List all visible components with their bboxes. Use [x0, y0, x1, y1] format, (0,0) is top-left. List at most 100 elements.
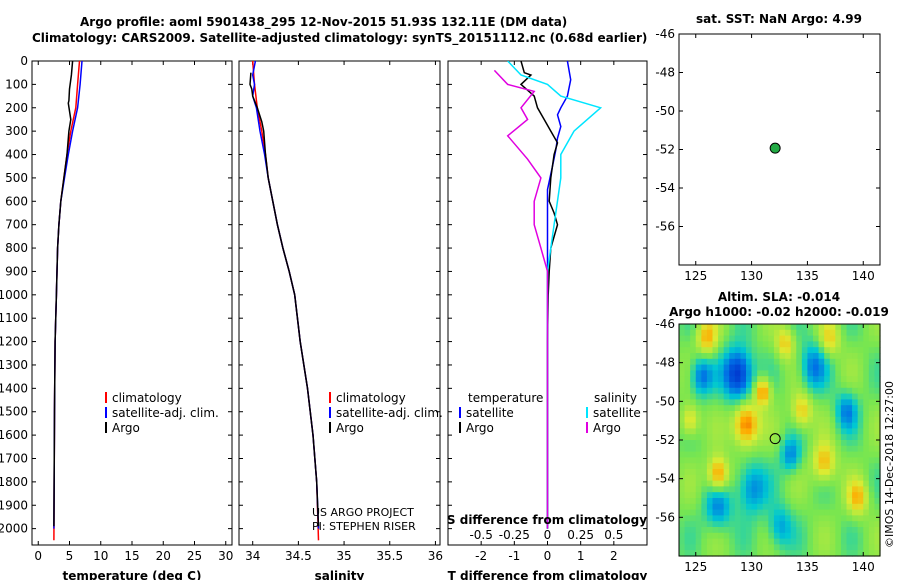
heatmap-cell	[734, 503, 742, 511]
heatmap-cell	[734, 498, 742, 505]
heatmap-cell	[751, 544, 758, 551]
y-tick-label: -48	[655, 356, 675, 370]
heatmap-cell	[852, 515, 859, 522]
heatmap-cell	[818, 382, 825, 389]
heatmap-cell	[824, 428, 831, 435]
heatmap-cell	[706, 498, 714, 505]
plot-frame	[238, 60, 441, 546]
heatmap-cell	[779, 451, 786, 458]
heatmap-cell	[684, 445, 691, 453]
heatmap-cell	[773, 498, 781, 505]
heatmap-cell	[768, 324, 775, 331]
heatmap-cell	[746, 498, 753, 505]
heatmap-cell	[718, 411, 725, 418]
heatmap-cell	[734, 416, 742, 424]
legend-header-salinity: salinity	[594, 391, 637, 405]
heatmap-cell	[818, 509, 825, 516]
heatmap-cell	[868, 416, 876, 424]
heatmap-cell	[773, 457, 781, 464]
heatmap-cell	[796, 411, 803, 418]
heatmap-cell	[773, 422, 781, 429]
heatmap-cell	[840, 422, 848, 429]
heatmap-cell	[723, 387, 730, 395]
heatmap-cell	[779, 341, 786, 348]
heatmap-cell	[718, 387, 725, 395]
heatmap-cell	[679, 469, 686, 476]
heatmap-cell	[718, 457, 725, 464]
heatmap-cell	[840, 353, 848, 360]
sla-argo-marker	[769, 433, 781, 445]
heatmap-cell	[762, 422, 769, 429]
heatmap-cell	[779, 428, 786, 435]
heatmap-cell	[701, 324, 708, 331]
heatmap-cell	[679, 376, 686, 383]
heatmap-cell	[835, 486, 842, 493]
heatmap-cell	[740, 492, 747, 499]
heatmap-cell	[807, 457, 814, 464]
heatmap-cell	[813, 324, 820, 331]
heatmap-cell	[746, 353, 753, 360]
heatmap-cell	[757, 503, 764, 511]
heatmap-cell	[712, 399, 719, 406]
y-tick-label: -56	[655, 510, 675, 524]
heatmap-cell	[874, 474, 881, 482]
heatmap-cell	[729, 405, 736, 412]
heatmap-cell	[679, 492, 686, 499]
heatmap-cell	[701, 405, 708, 412]
heatmap-cell	[768, 463, 775, 470]
heatmap-cell	[852, 469, 859, 476]
heatmap-cell	[846, 370, 853, 377]
heatmap-cell	[701, 550, 708, 557]
heatmap-cell	[818, 480, 825, 487]
heatmap-cell	[785, 434, 792, 441]
heatmap-cell	[801, 451, 809, 458]
heatmap-cell	[790, 399, 797, 406]
y-tick-label: -50	[655, 394, 675, 408]
heatmap-cell	[874, 382, 881, 389]
heatmap-cell	[734, 434, 742, 441]
heatmap-cell	[768, 329, 775, 337]
heatmap-cell	[712, 445, 719, 453]
heatmap-cell	[679, 498, 686, 505]
heatmap-cell	[840, 416, 848, 424]
heatmap-cell	[785, 416, 792, 424]
heatmap-cell	[695, 347, 702, 354]
heatmap-cell	[773, 521, 781, 528]
heatmap-cell	[801, 434, 809, 441]
heatmap-cell	[790, 492, 797, 499]
heatmap-cell	[740, 498, 747, 505]
heatmap-cell	[779, 399, 786, 406]
heatmap-cell	[768, 532, 775, 540]
heatmap-cell	[813, 445, 820, 453]
heatmap-cell	[863, 376, 870, 383]
heatmap-cell	[729, 370, 736, 377]
heatmap-cell	[840, 370, 848, 377]
heatmap-cell	[768, 498, 775, 505]
heatmap-cell	[857, 492, 864, 499]
heatmap-cell	[746, 492, 753, 499]
heatmap-cell	[779, 550, 786, 557]
heatmap-cell	[796, 393, 803, 400]
heatmap-cell	[695, 521, 702, 528]
heatmap-cell	[868, 445, 876, 453]
heatmap-cell	[785, 521, 792, 528]
heatmap-cell	[863, 358, 870, 366]
heatmap-cell	[718, 405, 725, 412]
heatmap-cell	[740, 376, 747, 383]
heatmap-cell	[701, 358, 708, 366]
heatmap-cell	[840, 376, 848, 383]
s-tick-label: 0.5	[604, 528, 623, 542]
heatmap-cell	[874, 440, 881, 447]
heatmap-cell	[751, 463, 758, 470]
heatmap-cell	[706, 451, 714, 458]
heatmap-cell	[701, 399, 708, 406]
heatmap-cell	[813, 457, 820, 464]
heatmap-cell	[857, 486, 864, 493]
heatmap-cell	[818, 399, 825, 406]
heatmap-cell	[852, 422, 859, 429]
legend-label: climatology	[336, 391, 406, 405]
heatmap-cell	[796, 463, 803, 470]
heatmap-cell	[807, 463, 814, 470]
heatmap-cell	[734, 329, 742, 337]
heatmap-cell	[863, 445, 870, 453]
